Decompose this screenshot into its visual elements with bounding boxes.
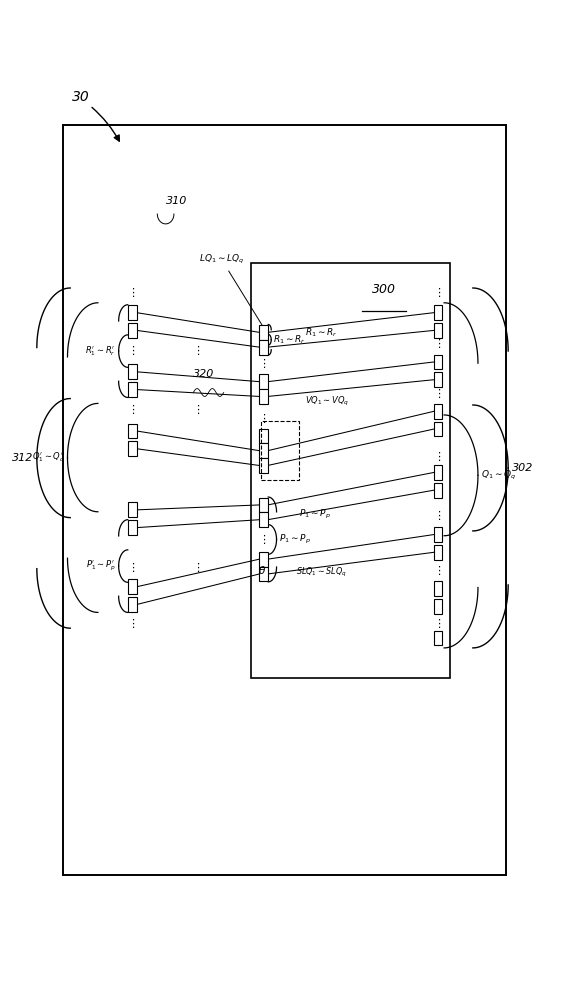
Text: $R_1'{\sim}R_r'$: $R_1'{\sim}R_r'$ (85, 344, 116, 358)
Text: $\theta$: $\theta$ (258, 564, 266, 576)
Text: ⋮: ⋮ (258, 535, 269, 545)
Text: $Q_1{\sim}Q_q$: $Q_1{\sim}Q_q$ (481, 469, 516, 482)
Bar (128, 441, 136, 456)
Bar (260, 429, 268, 443)
Bar (63, 125, 506, 875)
Text: ⋮: ⋮ (258, 359, 269, 369)
Text: 300: 300 (372, 283, 396, 296)
Text: $P_1'{\sim}P_p'$: $P_1'{\sim}P_p'$ (86, 559, 116, 573)
Bar (260, 325, 268, 340)
Bar (434, 465, 442, 480)
Text: ⋮: ⋮ (127, 619, 138, 629)
Text: ⋮: ⋮ (433, 339, 444, 349)
Text: ⋮: ⋮ (433, 566, 444, 576)
Bar (128, 424, 136, 438)
Text: 312: 312 (12, 453, 34, 463)
Bar (128, 520, 136, 535)
Bar (434, 355, 442, 369)
Text: ⋮: ⋮ (433, 288, 444, 298)
Bar (434, 581, 442, 596)
Bar (128, 579, 136, 594)
Text: ⋮: ⋮ (433, 452, 444, 462)
Text: ⋮: ⋮ (193, 346, 203, 356)
Bar (128, 305, 136, 320)
Bar (434, 422, 442, 436)
Bar (260, 552, 268, 567)
Text: $P_1{\sim}P_p$: $P_1{\sim}P_p$ (299, 508, 331, 521)
Bar (252, 263, 450, 678)
Text: $SLQ_1{\sim}SLQ_q$: $SLQ_1{\sim}SLQ_q$ (295, 565, 346, 579)
Bar (434, 599, 442, 614)
Text: ⋮: ⋮ (127, 405, 138, 415)
Text: ⋮: ⋮ (127, 346, 138, 356)
Bar (434, 404, 442, 419)
Text: ⋮: ⋮ (433, 388, 444, 398)
Bar (128, 382, 136, 397)
Text: 302: 302 (512, 463, 533, 473)
Text: 320: 320 (193, 369, 215, 379)
Bar (434, 323, 442, 338)
Text: $R_1{\sim}R_r$: $R_1{\sim}R_r$ (273, 334, 306, 346)
Bar (128, 364, 136, 379)
Bar (434, 483, 442, 498)
Text: ⋮: ⋮ (193, 563, 203, 573)
Bar (260, 389, 268, 404)
Bar (260, 567, 268, 581)
Text: ⋮: ⋮ (127, 288, 138, 298)
Bar (260, 374, 268, 389)
Text: ⋮: ⋮ (258, 414, 269, 424)
Bar (128, 502, 136, 517)
Text: ⋮: ⋮ (433, 511, 444, 521)
Bar (260, 512, 268, 527)
Text: 30: 30 (72, 90, 89, 104)
Text: $VQ_1{\sim}VQ_q$: $VQ_1{\sim}VQ_q$ (305, 395, 349, 408)
Bar (434, 527, 442, 542)
Text: ⋮: ⋮ (127, 563, 138, 573)
Text: $P_1{\sim}P_p$: $P_1{\sim}P_p$ (279, 533, 311, 546)
Text: $Q_1'{\sim}Q_q'$: $Q_1'{\sim}Q_q'$ (32, 451, 65, 465)
Bar (128, 597, 136, 612)
Bar (260, 498, 268, 512)
Text: ⋮: ⋮ (433, 619, 444, 629)
Text: $LQ_1{\sim}LQ_q$: $LQ_1{\sim}LQ_q$ (199, 253, 262, 325)
Text: 310: 310 (166, 196, 187, 206)
Bar (260, 340, 268, 355)
Bar (128, 323, 136, 338)
Bar (434, 372, 442, 387)
Bar (261, 421, 299, 480)
Bar (434, 305, 442, 320)
Text: $R_1{\sim}R_r$: $R_1{\sim}R_r$ (305, 326, 338, 339)
Text: ⋮: ⋮ (193, 405, 203, 415)
Bar (260, 443, 268, 458)
Bar (434, 631, 442, 645)
Bar (260, 458, 268, 473)
Bar (434, 545, 442, 560)
